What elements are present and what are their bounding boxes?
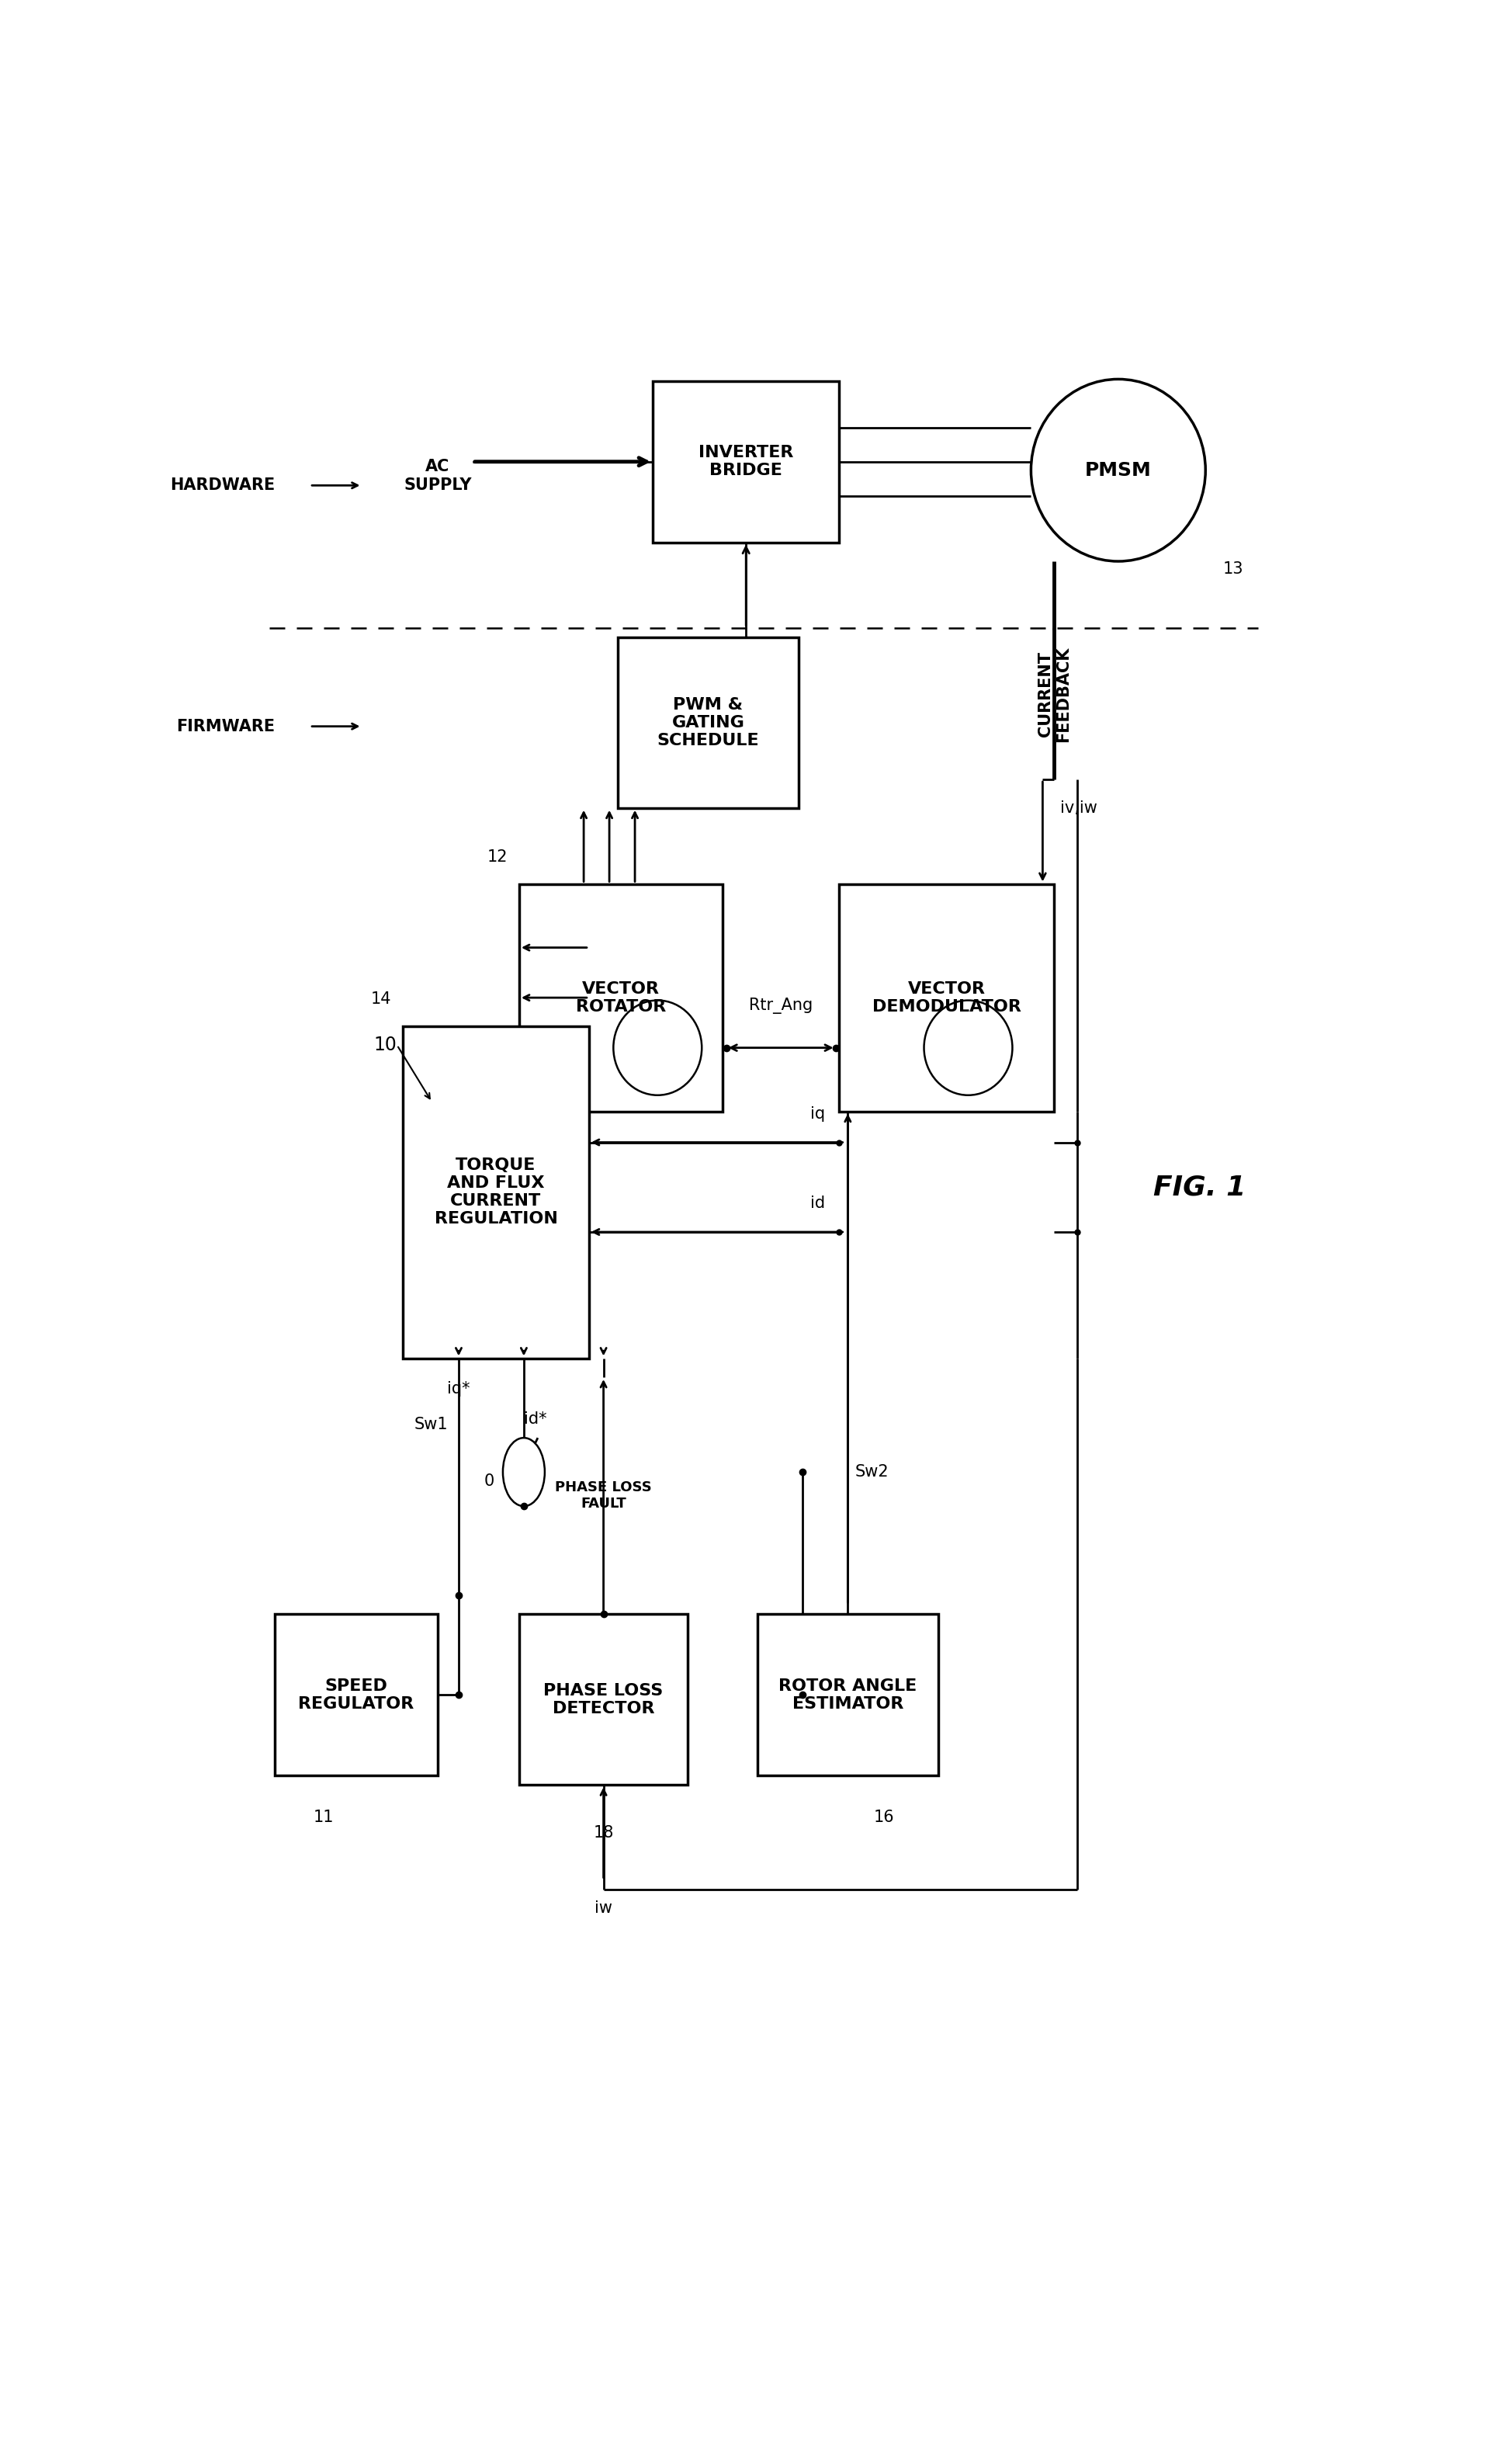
Bar: [653, 382, 839, 542]
Text: 13: 13: [1223, 562, 1243, 577]
Text: 16: 16: [874, 1809, 895, 1826]
Text: PWM &
GATING
SCHEDULE: PWM & GATING SCHEDULE: [657, 697, 760, 749]
Bar: [402, 1025, 588, 1358]
Text: 10: 10: [374, 1035, 396, 1055]
Text: HARDWARE: HARDWARE: [170, 478, 275, 493]
Text: PMSM: PMSM: [1085, 461, 1151, 480]
Text: Sw1: Sw1: [414, 1417, 449, 1432]
Text: VECTOR
DEMODULATOR: VECTOR DEMODULATOR: [872, 981, 1021, 1015]
Bar: [618, 638, 799, 808]
Text: iq: iq: [811, 1106, 826, 1121]
Text: PHASE LOSS
FAULT: PHASE LOSS FAULT: [555, 1481, 651, 1510]
Text: FIG. 1: FIG. 1: [1153, 1175, 1246, 1200]
Text: id: id: [811, 1195, 826, 1212]
Text: PHASE LOSS
DETECTOR: PHASE LOSS DETECTOR: [543, 1683, 663, 1717]
Text: FIRMWARE: FIRMWARE: [176, 719, 275, 734]
Bar: [519, 885, 723, 1111]
Ellipse shape: [925, 1000, 1012, 1094]
Text: iq*: iq*: [447, 1380, 470, 1397]
Text: AC
SUPPLY: AC SUPPLY: [404, 458, 471, 493]
Text: SPEED
REGULATOR: SPEED REGULATOR: [299, 1678, 414, 1712]
Bar: [519, 1614, 687, 1784]
Bar: [839, 885, 1054, 1111]
Text: Sw2: Sw2: [856, 1464, 889, 1481]
Text: 11: 11: [314, 1809, 335, 1826]
Text: VECTOR
ROTATOR: VECTOR ROTATOR: [576, 981, 666, 1015]
Text: CURRENT
FEEDBACK: CURRENT FEEDBACK: [1037, 646, 1072, 742]
Bar: [275, 1614, 438, 1777]
Text: iw: iw: [594, 1900, 612, 1917]
Text: 0: 0: [483, 1473, 494, 1488]
Text: iv,iw: iv,iw: [1060, 801, 1097, 816]
Text: TORQUE
AND FLUX
CURRENT
REGULATION: TORQUE AND FLUX CURRENT REGULATION: [434, 1158, 557, 1227]
Ellipse shape: [1031, 379, 1205, 562]
Ellipse shape: [614, 1000, 702, 1094]
Text: id*: id*: [524, 1412, 546, 1427]
Bar: [758, 1614, 938, 1777]
Text: Rtr_Ang: Rtr_Ang: [749, 998, 814, 1015]
Text: 12: 12: [486, 850, 507, 865]
Text: 14: 14: [371, 991, 392, 1008]
Text: 18: 18: [593, 1826, 614, 1841]
Text: ROTOR ANGLE
ESTIMATOR: ROTOR ANGLE ESTIMATOR: [779, 1678, 917, 1712]
Ellipse shape: [503, 1439, 545, 1506]
Text: INVERTER
BRIDGE: INVERTER BRIDGE: [698, 446, 794, 478]
